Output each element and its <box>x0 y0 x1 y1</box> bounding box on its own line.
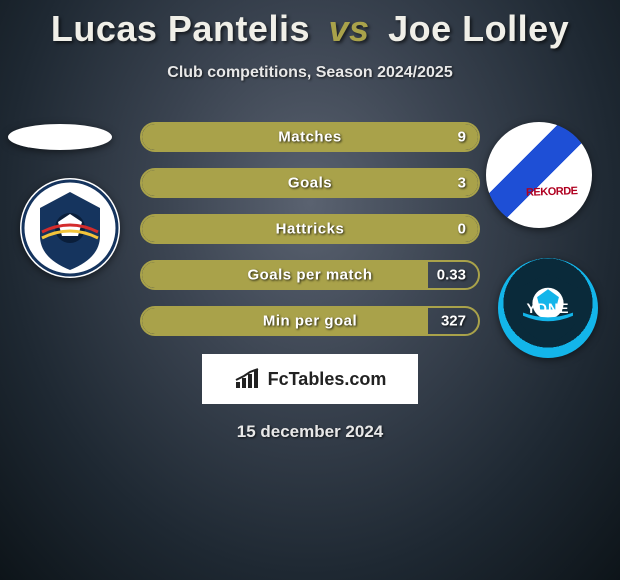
player1-club-crest <box>20 178 120 278</box>
crest-graphic <box>20 178 120 278</box>
subtitle: Club competitions, Season 2024/2025 <box>0 64 620 82</box>
vs-label: vs <box>329 8 370 49</box>
page-title: Lucas Pantelis vs Joe Lolley <box>0 0 620 50</box>
footer-logo[interactable]: FcTables.com <box>202 354 418 404</box>
stats-list: Matches 9 Goals 3 Hattricks 0 Goals per … <box>140 122 480 336</box>
footer-date: 15 december 2024 <box>0 422 620 442</box>
stat-row-matches: Matches 9 <box>140 122 480 152</box>
stat-row-goals: Goals 3 <box>140 168 480 198</box>
shirt-text: REKORDE <box>526 185 578 199</box>
stat-value: 0.33 <box>437 267 466 284</box>
content: Lucas Pantelis vs Joe Lolley Club compet… <box>0 0 620 442</box>
stat-label: Hattricks <box>142 221 478 238</box>
footer-logo-text: FcTables.com <box>268 369 387 390</box>
stat-row-hattricks: Hattricks 0 <box>140 214 480 244</box>
stat-label: Matches <box>142 129 478 146</box>
player1-avatar <box>8 124 112 150</box>
player2-club-crest: YDNE <box>498 258 598 358</box>
stat-value: 9 <box>458 129 466 146</box>
player2-avatar: REKORDE <box>486 122 592 228</box>
stat-value: 0 <box>458 221 466 238</box>
stat-label: Min per goal <box>142 313 478 330</box>
stat-row-min-per-goal: Min per goal 327 <box>140 306 480 336</box>
stat-label: Goals per match <box>142 267 478 284</box>
stat-row-goals-per-match: Goals per match 0.33 <box>140 260 480 290</box>
stat-value: 327 <box>441 313 466 330</box>
player2-name: Joe Lolley <box>388 8 569 49</box>
stat-label: Goals <box>142 175 478 192</box>
stat-value: 3 <box>458 175 466 192</box>
player1-name: Lucas Pantelis <box>51 8 310 49</box>
crest-text: YDNE <box>527 300 570 316</box>
chart-icon <box>234 368 262 390</box>
